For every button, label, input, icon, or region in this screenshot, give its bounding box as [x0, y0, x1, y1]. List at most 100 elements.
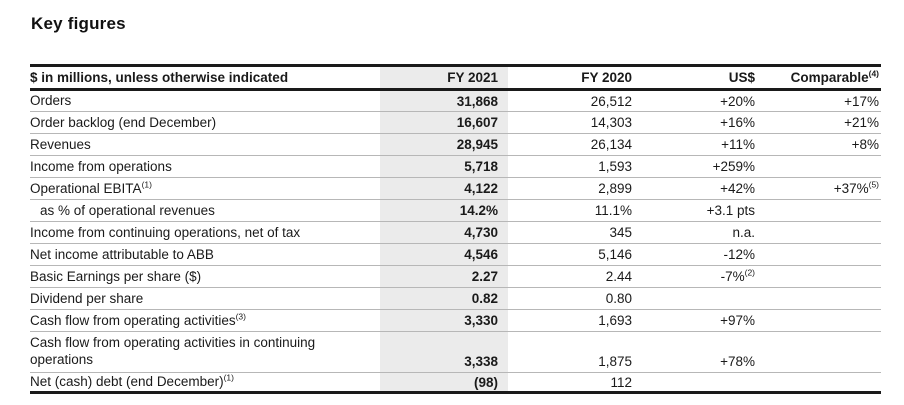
comparable-change-cell [763, 331, 881, 373]
column-header-unit-note: $ in millions, unless otherwise indicate… [30, 64, 380, 91]
usd-change-value: -12% [723, 247, 755, 262]
table-row: Cash flow from operating activities(3) 3… [30, 309, 881, 332]
fy2021-value-cell: 4,546 [380, 243, 508, 266]
fy2020-value-cell: 26,512 [508, 89, 640, 112]
fy2020-value-cell: 1,693 [508, 309, 640, 332]
usd-change-cell: +78% [640, 331, 763, 373]
comparable-change-cell [763, 287, 881, 310]
fy2021-value-cell: 2.27 [380, 265, 508, 288]
fy2020-value-cell: 1,875 [508, 331, 640, 373]
row-label-footnote-marker: (1) [141, 179, 152, 190]
fy2020-value-cell: 0.80 [508, 287, 640, 310]
usd-change-value: +3.1 pts [706, 203, 755, 218]
fy2021-value-cell: 4,122 [380, 177, 508, 200]
usd-change-value: +42% [720, 181, 755, 196]
table-row: as % of operational revenues 14.2% 11.1%… [30, 199, 881, 222]
row-label-cell: Cash flow from operating activities(3) [30, 309, 380, 332]
row-label-cell: Dividend per share [30, 287, 380, 310]
fy2020-value-cell: 5,146 [508, 243, 640, 266]
usd-change-cell: n.a. [640, 221, 763, 244]
table-row: Net income attributable to ABB 4,546 5,1… [30, 243, 881, 266]
row-label-cell: as % of operational revenues [30, 199, 380, 222]
row-label-cell: Operational EBITA(1) [30, 177, 380, 200]
table-row: Net (cash) debt (end December)(1) (98) 1… [30, 372, 881, 394]
comparable-change-cell: +37%(5) [763, 177, 881, 200]
usd-change-cell [640, 372, 763, 394]
usd-change-value: +259% [712, 159, 755, 174]
table-header-row: $ in millions, unless otherwise indicate… [30, 64, 881, 91]
usd-change-value: n.a. [732, 225, 755, 240]
row-label: Revenues [30, 136, 91, 152]
table-row: Orders 31,868 26,512 +20% +17% [30, 89, 881, 112]
row-label: Income from continuing operations, net o… [30, 224, 301, 240]
row-label-cell: Net (cash) debt (end December)(1) [30, 372, 380, 394]
column-header-comparable-label: Comparable [790, 70, 869, 85]
fy2020-value-cell: 345 [508, 221, 640, 244]
row-label: Orders [30, 93, 72, 109]
table-row: Operational EBITA(1) 4,122 2,899 +42% +3… [30, 177, 881, 200]
usd-change-value: +11% [721, 137, 755, 152]
usd-change-footnote-marker: (2) [744, 267, 755, 278]
table-row: Income from continuing operations, net o… [30, 221, 881, 244]
usd-change-cell: +259% [640, 155, 763, 178]
row-label-cell: Order backlog (end December) [30, 111, 380, 134]
table-row: Income from operations 5,718 1,593 +259% [30, 155, 881, 178]
table-row: Order backlog (end December) 16,607 14,3… [30, 111, 881, 134]
comparable-header-footnote-marker: (4) [868, 68, 879, 79]
fy2020-value-cell: 112 [508, 372, 640, 394]
usd-change-value: +78% [720, 354, 755, 369]
row-label-cell: Income from operations [30, 155, 380, 178]
comparable-change-value: +17% [844, 93, 879, 109]
fy2020-value-cell: 2,899 [508, 177, 640, 200]
key-figures-table: $ in millions, unless otherwise indicate… [30, 64, 881, 394]
usd-change-value: +16% [720, 115, 755, 130]
comparable-change-footnote-marker: (5) [868, 179, 879, 190]
comparable-change-value: +8% [851, 137, 879, 152]
comparable-change-cell [763, 372, 881, 394]
column-header-usd-change: US$ [640, 64, 763, 91]
row-label-cell: Income from continuing operations, net o… [30, 221, 380, 244]
row-label-cell: Net income attributable to ABB [30, 243, 380, 266]
row-label-cell: Revenues [30, 133, 380, 156]
fy2021-value-cell: 4,730 [380, 221, 508, 244]
fy2020-value-cell: 1,593 [508, 155, 640, 178]
table-body: Orders 31,868 26,512 +20% +17% Order bac… [30, 89, 881, 394]
usd-change-cell: +16% [640, 111, 763, 134]
column-header-fy2021: FY 2021 [380, 64, 508, 91]
usd-change-value: +20% [720, 93, 755, 109]
row-label: Net income attributable to ABB [30, 246, 214, 262]
usd-change-cell: +20% [640, 89, 763, 112]
fy2021-value-cell: (98) [380, 372, 508, 394]
row-label: Cash flow from operating activities in c… [30, 334, 316, 368]
fy2021-value-cell: 14.2% [380, 199, 508, 222]
comparable-change-value: +21% [844, 115, 879, 130]
fy2021-value-cell: 31,868 [380, 89, 508, 112]
fy2021-value-cell: 5,718 [380, 155, 508, 178]
fy2020-value-cell: 14,303 [508, 111, 640, 134]
usd-change-value: +97% [720, 313, 755, 328]
fy2020-value-cell: 11.1% [508, 199, 640, 222]
table-row: Basic Earnings per share ($) 2.27 2.44 -… [30, 265, 881, 288]
usd-change-cell: +11% [640, 133, 763, 156]
usd-change-value: -7% [720, 269, 745, 284]
fy2021-value-cell: 3,330 [380, 309, 508, 332]
row-label: Net (cash) debt (end December) [30, 374, 224, 390]
row-label: Dividend per share [30, 290, 144, 306]
comparable-change-cell [763, 309, 881, 332]
fy2020-value-cell: 26,134 [508, 133, 640, 156]
fy2021-value-cell: 28,945 [380, 133, 508, 156]
fy2020-value-cell: 2.44 [508, 265, 640, 288]
comparable-change-cell [763, 155, 881, 178]
row-label: Order backlog (end December) [30, 114, 217, 130]
usd-change-cell: +3.1 pts [640, 199, 763, 222]
usd-change-cell [640, 287, 763, 310]
table-header: $ in millions, unless otherwise indicate… [30, 64, 881, 91]
row-label: Cash flow from operating activities [30, 312, 236, 328]
row-label-cell: Basic Earnings per share ($) [30, 265, 380, 288]
comparable-change-cell [763, 265, 881, 288]
row-label-footnote-marker: (1) [223, 372, 234, 383]
column-header-comparable-change: Comparable(4) [763, 64, 881, 91]
comparable-change-cell: +21% [763, 111, 881, 134]
usd-change-cell: -7%(2) [640, 265, 763, 288]
fy2021-value-cell: 16,607 [380, 111, 508, 134]
